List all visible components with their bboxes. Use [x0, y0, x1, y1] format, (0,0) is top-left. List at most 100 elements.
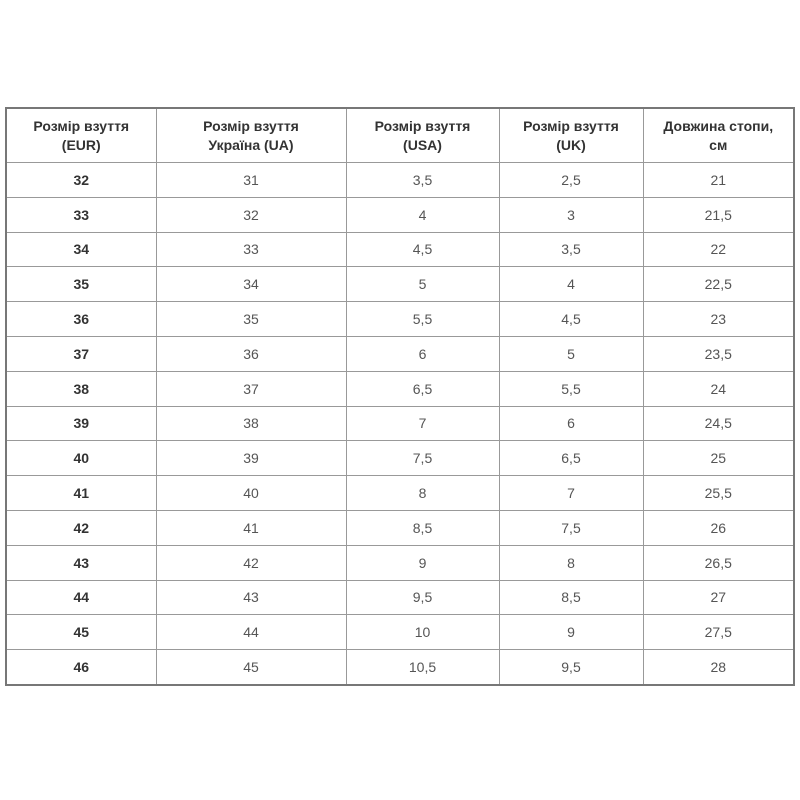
cell-usa: 4 [345, 196, 500, 233]
cell-uk: 7 [498, 475, 644, 511]
cell-usa: 9,5 [345, 579, 500, 616]
cell-uk: 9 [498, 614, 644, 651]
cell-ua: 39 [155, 440, 347, 477]
cell-uk: 5,5 [498, 370, 644, 407]
cell-uk: 9,5 [498, 649, 644, 686]
cell-usa: 5 [345, 266, 500, 303]
cell-foot-length: 21,5 [642, 196, 795, 233]
cell-uk: 2,5 [498, 162, 644, 198]
table-row: 35 34 5 4 22,5 [5, 266, 795, 303]
cell-uk: 6,5 [498, 440, 644, 477]
cell-uk: 3 [498, 196, 644, 233]
cell-ua: 45 [155, 649, 347, 686]
cell-eur: 34 [5, 231, 157, 268]
cell-ua: 37 [155, 370, 347, 407]
cell-ua: 44 [155, 614, 347, 651]
cell-ua: 35 [155, 301, 347, 337]
cell-usa: 8 [345, 475, 500, 511]
cell-usa: 5,5 [345, 301, 500, 337]
cell-eur: 38 [5, 370, 157, 407]
table-header: Розмір взуття (EUR) Розмір взуття Україн… [5, 107, 795, 163]
column-header-foot-length: Довжина стопи, см [642, 107, 795, 163]
cell-foot-length: 22 [642, 231, 795, 268]
cell-foot-length: 23 [642, 301, 795, 337]
cell-eur: 42 [5, 509, 157, 546]
cell-eur: 46 [5, 649, 157, 686]
cell-ua: 31 [155, 162, 347, 198]
cell-eur: 45 [5, 614, 157, 651]
header-row: Розмір взуття (EUR) Розмір взуття Україн… [5, 107, 795, 163]
cell-foot-length: 24 [642, 370, 795, 407]
cell-ua: 41 [155, 509, 347, 546]
column-header-ua: Розмір взуття Україна (UA) [155, 107, 347, 163]
cell-uk: 3,5 [498, 231, 644, 268]
table-row: 45 44 10 9 27,5 [5, 614, 795, 651]
cell-usa: 6 [345, 335, 500, 372]
cell-ua: 43 [155, 579, 347, 616]
column-header-eur: Розмір взуття (EUR) [5, 107, 157, 163]
cell-ua: 42 [155, 544, 347, 581]
cell-uk: 6 [498, 405, 644, 442]
table-row: 33 32 4 3 21,5 [5, 196, 795, 233]
cell-usa: 7 [345, 405, 500, 442]
cell-uk: 4,5 [498, 301, 644, 337]
table-row: 42 41 8,5 7,5 26 [5, 509, 795, 546]
cell-ua: 32 [155, 196, 347, 233]
cell-usa: 7,5 [345, 440, 500, 477]
shoe-size-conversion-table: Розмір взуття (EUR) Розмір взуття Україн… [5, 107, 795, 686]
column-header-uk: Розмір взуття (UK) [498, 107, 644, 163]
cell-foot-length: 23,5 [642, 335, 795, 372]
header-line: Розмір взуття [523, 117, 619, 134]
cell-ua: 40 [155, 475, 347, 511]
cell-eur: 40 [5, 440, 157, 477]
cell-eur: 35 [5, 266, 157, 303]
cell-usa: 3,5 [345, 162, 500, 198]
table-row: 39 38 7 6 24,5 [5, 405, 795, 442]
cell-eur: 33 [5, 196, 157, 233]
cell-foot-length: 25 [642, 440, 795, 477]
cell-eur: 39 [5, 405, 157, 442]
table-row: 40 39 7,5 6,5 25 [5, 440, 795, 477]
cell-eur: 43 [5, 544, 157, 581]
cell-eur: 36 [5, 301, 157, 337]
cell-uk: 4 [498, 266, 644, 303]
cell-foot-length: 27,5 [642, 614, 795, 651]
cell-eur: 41 [5, 475, 157, 511]
header-line: Розмір взуття [374, 117, 471, 134]
cell-foot-length: 25,5 [642, 475, 795, 511]
cell-ua: 38 [155, 405, 347, 442]
table-row: 43 42 9 8 26,5 [5, 544, 795, 581]
cell-uk: 5 [498, 335, 644, 372]
table-row: 34 33 4,5 3,5 22 [5, 231, 795, 268]
table-row: 44 43 9,5 8,5 27 [5, 579, 795, 616]
cell-foot-length: 24,5 [642, 405, 795, 442]
table-row: 36 35 5,5 4,5 23 [5, 301, 795, 337]
cell-foot-length: 26 [642, 509, 795, 546]
table-row: 32 31 3,5 2,5 21 [5, 162, 795, 198]
cell-ua: 36 [155, 335, 347, 372]
header-line: Довжина стопи, [663, 117, 774, 134]
cell-foot-length: 22,5 [642, 266, 795, 303]
cell-uk: 8,5 [498, 579, 644, 616]
cell-usa: 10,5 [345, 649, 500, 686]
header-line: Розмір взуття [33, 117, 130, 134]
cell-foot-length: 21 [642, 162, 795, 198]
cell-uk: 7,5 [498, 509, 644, 546]
cell-usa: 8,5 [345, 509, 500, 546]
table-row: 46 45 10,5 9,5 28 [5, 649, 795, 686]
cell-usa: 10 [345, 614, 500, 651]
cell-eur: 37 [5, 335, 157, 372]
cell-uk: 8 [498, 544, 644, 581]
cell-foot-length: 27 [642, 579, 795, 616]
table-row: 41 40 8 7 25,5 [5, 475, 795, 511]
header-line: Розмір взуття [203, 117, 299, 134]
cell-usa: 4,5 [345, 231, 500, 268]
cell-foot-length: 26,5 [642, 544, 795, 581]
cell-usa: 6,5 [345, 370, 500, 407]
cell-eur: 32 [5, 162, 157, 198]
cell-usa: 9 [345, 544, 500, 581]
cell-ua: 33 [155, 231, 347, 268]
header-line: (UK) [556, 136, 586, 153]
cell-ua: 34 [155, 266, 347, 303]
